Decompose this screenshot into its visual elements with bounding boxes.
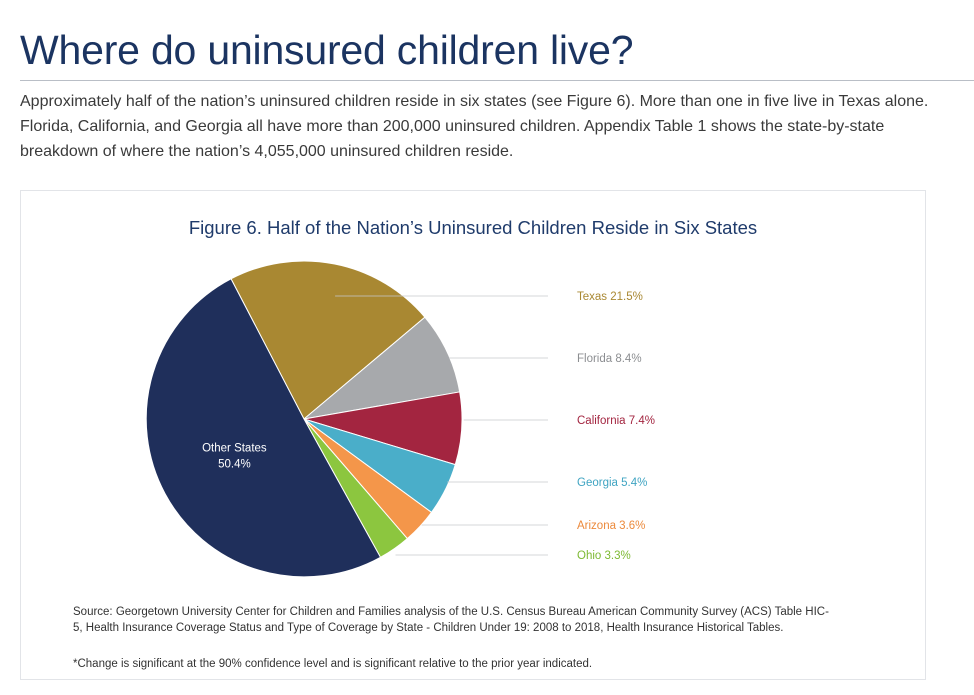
pie-chart: Texas 21.5% Florida 8.4% California 7.4% Ge… xyxy=(145,260,655,578)
slice-label-ohio: Ohio 3.3% xyxy=(577,550,631,562)
intro-paragraph: Approximately half of the nation’s unins… xyxy=(20,93,929,160)
slice-label-florida: Florida 8.4% xyxy=(577,353,642,365)
slice-label-california: California 7.4% xyxy=(577,415,655,427)
pie-slice-texas xyxy=(230,260,426,420)
slice-label-texas: Texas 21.5% xyxy=(577,291,643,303)
slice-label-georgia: Georgia 5.4% xyxy=(577,477,647,489)
slice-label-other-states: Other States xyxy=(202,442,267,454)
chart-title: Figure 6. Half of the Nation’s Uninsured… xyxy=(188,217,758,238)
pie-slice-other-states xyxy=(145,278,382,578)
page-title: Where do uninsured children live? xyxy=(20,27,634,73)
figure-panel: Figure 6. Half of the Nation’s Uninsured… xyxy=(20,190,926,680)
title-divider xyxy=(20,80,974,81)
slice-label-arizona: Arizona 3.6% xyxy=(577,520,645,532)
significance-note: *Change is significant at the 90% confid… xyxy=(73,658,593,670)
source-note: Source: Georgetown University Center for… xyxy=(73,606,829,634)
slice-value-other-states: 50.4% xyxy=(218,458,251,470)
